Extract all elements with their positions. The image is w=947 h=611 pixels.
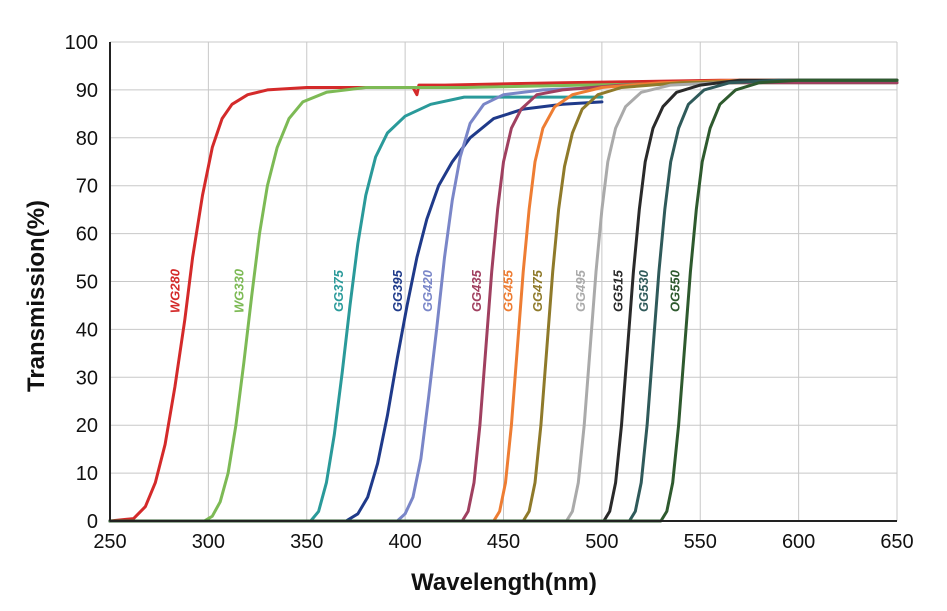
x-tick-labels: 250 300 350 400 450 500 550 600 650 xyxy=(93,531,913,553)
series-line-gg435 xyxy=(108,81,899,523)
series-label-gg435: GG435 xyxy=(469,269,484,312)
series-label-gg530: GG530 xyxy=(636,269,651,312)
series-label-gg515: GG515 xyxy=(611,269,626,312)
series-line-gg530 xyxy=(108,78,899,523)
y-tick-label: 0 xyxy=(87,511,98,533)
series-line-gg455 xyxy=(108,78,899,523)
y-tick-label: 40 xyxy=(76,319,98,341)
x-tick-label: 350 xyxy=(290,531,323,553)
y-axis-title: Transmission(%) xyxy=(23,200,50,392)
x-tick-label: 550 xyxy=(684,531,717,553)
axes xyxy=(109,42,897,522)
series-line-wg280 xyxy=(108,78,899,523)
x-tick-label: 500 xyxy=(585,531,618,553)
x-axis-title: Wavelength(nm) xyxy=(411,569,597,596)
y-tick-label: 30 xyxy=(76,367,98,389)
x-tick-label: 600 xyxy=(782,531,815,553)
series-line-gg495 xyxy=(108,78,899,523)
series-label-gg395: GG395 xyxy=(390,269,405,312)
series-line-gg515 xyxy=(108,78,899,523)
x-tick-label: 400 xyxy=(388,531,421,553)
x-tick-label: 450 xyxy=(487,531,520,553)
y-tick-label: 20 xyxy=(76,415,98,437)
y-tick-label: 50 xyxy=(76,272,98,294)
series-labels: WG280 WG330 GG375 GG395 GG420 GG435 GG455 GG475… xyxy=(168,268,683,313)
series-label-gg475: GG475 xyxy=(530,269,545,312)
series-line-gg395 xyxy=(108,100,604,523)
series-label-gg375: GG375 xyxy=(331,269,346,312)
y-tick-label: 10 xyxy=(76,463,98,485)
series-line-og550 xyxy=(108,78,899,523)
y-tick-label: 90 xyxy=(76,80,98,102)
series-label-wg280: WG280 xyxy=(168,268,183,313)
y-tick-label: 60 xyxy=(76,224,98,246)
x-tick-label: 650 xyxy=(880,531,913,553)
series-label-gg420: GG420 xyxy=(420,269,435,312)
series-line-wg330 xyxy=(108,81,899,523)
x-tick-label: 250 xyxy=(93,531,126,553)
series-line-gg475 xyxy=(108,78,899,523)
grid xyxy=(109,41,898,522)
series-lines xyxy=(108,78,899,523)
y-tick-label: 70 xyxy=(76,176,98,198)
series-label-wg330: WG330 xyxy=(232,268,247,313)
series-label-og550: OG550 xyxy=(668,269,683,312)
series-line-gg420 xyxy=(108,86,604,523)
y-tick-labels: 0 10 20 30 40 50 60 70 80 90 100 xyxy=(65,32,98,533)
y-tick-label: 80 xyxy=(76,128,98,150)
y-tick-label: 100 xyxy=(65,32,98,54)
series-line-gg375 xyxy=(108,95,604,523)
x-tick-label: 300 xyxy=(192,531,225,553)
series-label-gg455: GG455 xyxy=(500,269,515,312)
series-label-gg495: GG495 xyxy=(573,269,588,312)
